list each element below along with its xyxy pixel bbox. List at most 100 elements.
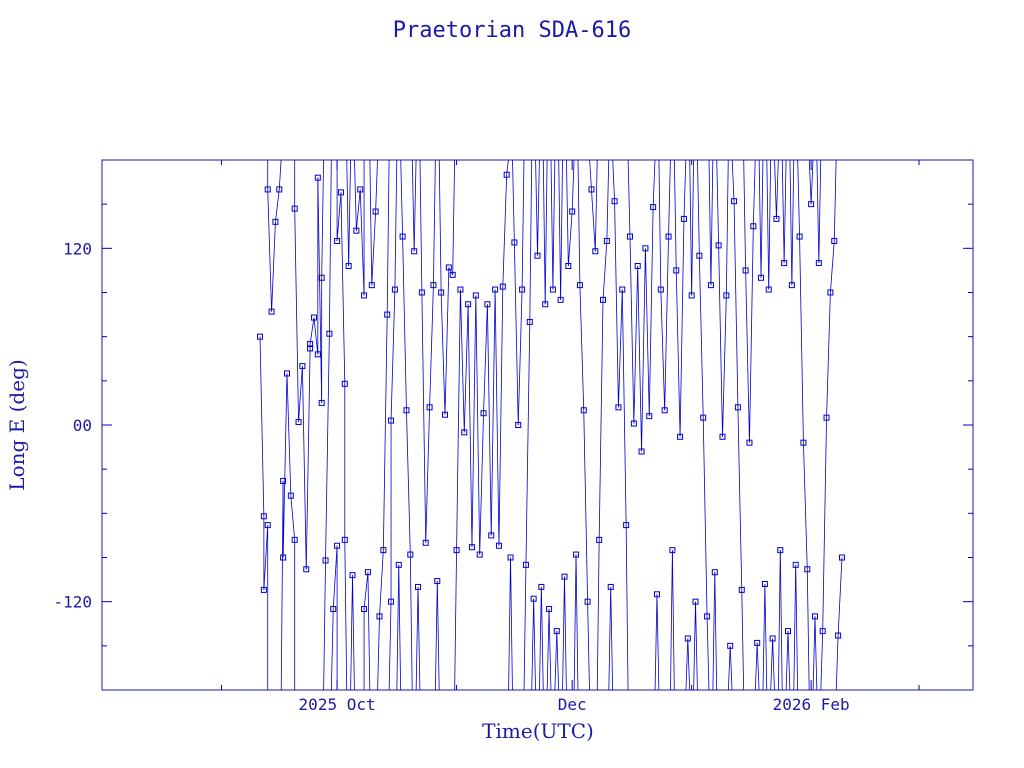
data-point <box>399 233 406 240</box>
series-line-segment <box>816 160 820 264</box>
series-line-segment <box>712 572 716 690</box>
series-line-segment <box>718 245 723 437</box>
series-line-segment <box>594 160 598 252</box>
data-point <box>661 407 668 414</box>
data-point <box>638 448 645 455</box>
data-point <box>422 539 429 546</box>
x-axis-label: Time(UTC) <box>482 719 594 743</box>
data-point <box>561 573 568 580</box>
data-point <box>634 263 641 269</box>
data-point <box>310 314 317 321</box>
data-point <box>754 639 761 646</box>
series-line-segment <box>579 285 585 411</box>
series-line-segment <box>429 285 434 408</box>
series-line-segment <box>621 289 627 526</box>
series-line-segment <box>612 160 615 202</box>
data-point <box>418 289 425 296</box>
data-point <box>388 417 395 424</box>
series-line-segment <box>348 160 351 267</box>
series-line-segment <box>513 242 519 426</box>
series-line-segment <box>733 201 739 408</box>
data-point <box>411 248 418 255</box>
series-line-segment <box>340 192 346 384</box>
data-point <box>526 318 533 325</box>
data-point <box>337 189 344 196</box>
series-line-segment <box>542 160 546 305</box>
series-line-segment <box>756 642 760 690</box>
data-point <box>719 433 726 440</box>
data-point <box>480 410 487 417</box>
y-axis-label: Long E (deg) <box>5 359 29 490</box>
series-line-segment <box>490 289 496 536</box>
data-point <box>361 606 368 613</box>
data-point <box>364 569 371 576</box>
data-point <box>287 492 294 499</box>
data-point <box>688 292 695 299</box>
series-line-segment <box>282 373 288 558</box>
data-point <box>588 186 595 193</box>
series-line-segment <box>444 267 450 415</box>
series-line-segment <box>589 160 592 190</box>
data-point <box>357 186 364 193</box>
data-point <box>334 542 341 549</box>
series-line-segment <box>691 160 694 296</box>
series-line-segment <box>702 417 708 617</box>
series-line-segment <box>471 295 477 548</box>
data-point <box>723 292 730 299</box>
series-line-segment <box>708 160 712 286</box>
series-line-segment <box>382 314 388 551</box>
data-point <box>823 414 830 421</box>
data-point <box>291 205 298 212</box>
data-point <box>457 286 464 293</box>
series-line-segment <box>419 160 423 293</box>
data-point <box>827 289 834 296</box>
series-line-segment <box>803 442 808 570</box>
data-point <box>746 439 753 446</box>
series-line-segment <box>629 236 635 424</box>
series-line-segment <box>668 160 671 237</box>
series-line-segment <box>776 160 779 219</box>
data-point <box>307 345 314 352</box>
series-line-segment <box>498 286 504 546</box>
series-line-segment <box>460 289 465 433</box>
series-line-segment <box>833 160 837 241</box>
series-line-segment <box>573 554 577 690</box>
data-point <box>673 267 680 274</box>
data-point <box>765 286 772 293</box>
series-line-segment <box>679 218 685 437</box>
data-point <box>734 404 741 411</box>
series-line-segment <box>354 160 357 231</box>
series-line-segment <box>512 160 515 243</box>
data-point <box>815 260 822 267</box>
data-point <box>283 370 290 377</box>
series-line-segment <box>745 270 750 443</box>
series-line-segment <box>598 299 604 540</box>
series-line-segment <box>785 631 789 690</box>
series-line-segment <box>571 160 575 212</box>
series-line-segment <box>440 292 446 415</box>
data-point <box>349 572 356 579</box>
series-line-segment <box>332 545 338 610</box>
data-point <box>295 419 302 426</box>
series-line-segment <box>564 576 567 690</box>
data-point <box>388 598 395 605</box>
data-point <box>488 532 495 539</box>
series-line-segment <box>731 160 735 202</box>
data-point <box>785 628 792 635</box>
series-line-segment <box>654 594 658 690</box>
data-point <box>777 547 784 554</box>
series-line-segment <box>259 336 265 517</box>
data-point <box>341 536 348 543</box>
series-line-segment <box>523 564 527 690</box>
series-line-segment <box>330 609 334 690</box>
series-line-segment <box>352 575 355 690</box>
series-line-segment <box>510 557 513 690</box>
data-point <box>758 274 765 281</box>
series-line-segment <box>587 601 590 690</box>
series-line-segment <box>795 564 799 690</box>
series-line-segment <box>521 160 525 290</box>
data-point <box>272 218 279 225</box>
series-line-segment <box>660 289 666 411</box>
series-line-segment <box>727 645 731 690</box>
data-point <box>769 635 776 642</box>
